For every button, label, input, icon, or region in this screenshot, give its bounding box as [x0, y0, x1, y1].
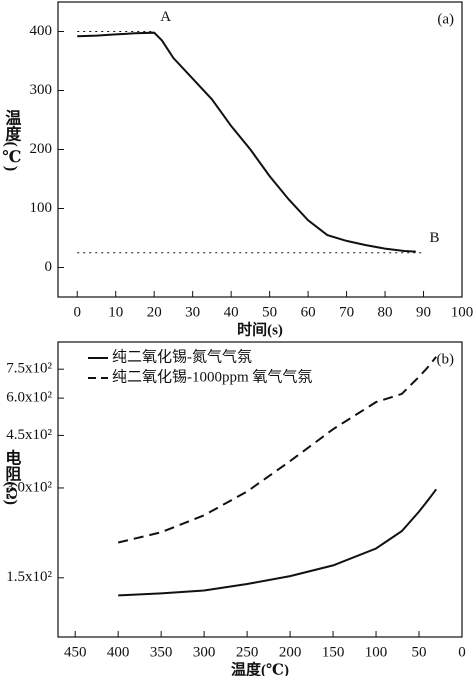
y-tick-label: 4.5x10²	[6, 427, 52, 443]
data-line	[117, 356, 437, 544]
x-tick-label: 40	[224, 304, 239, 320]
x-tick-label: 100	[451, 304, 474, 320]
y-tick-label: 6.0x10²	[6, 390, 52, 406]
x-tick-label: 10	[108, 304, 123, 320]
x-tick-label: 20	[147, 304, 162, 320]
x-tick-label: 30	[185, 304, 200, 320]
x-tick-label: 250	[236, 644, 259, 660]
y-tick-label: 300	[30, 82, 53, 98]
plot-frame	[57, 341, 463, 638]
x-tick-label: 450	[64, 644, 87, 660]
x-tick-label: 70	[339, 304, 354, 320]
x-tick-label: 0	[73, 304, 81, 320]
annotation: A	[160, 9, 171, 25]
y-tick-label: 0	[45, 259, 53, 275]
x-tick-label: 50	[412, 644, 427, 660]
x-tick-label: 150	[322, 644, 345, 660]
x-axis-label: 温度(℃)	[231, 660, 289, 676]
data-line	[118, 488, 437, 597]
x-tick-label: 90	[416, 304, 431, 320]
x-tick-label: 0	[458, 644, 466, 660]
x-tick-label: 100	[365, 644, 388, 660]
annotation: B	[430, 230, 440, 246]
y-tick-label: 200	[30, 141, 53, 157]
x-tick-label: 50	[262, 304, 277, 320]
x-axis-label: 时间(s)	[237, 320, 283, 338]
x-tick-label: 80	[378, 304, 393, 320]
panel-label: (a)	[437, 11, 454, 27]
x-tick-label: 350	[150, 644, 173, 660]
panel-label: (b)	[437, 351, 455, 367]
y-axis-label: 温度(℃)	[2, 110, 22, 172]
x-tick-label: 400	[107, 644, 130, 660]
x-tick-label: 300	[193, 644, 216, 660]
y-tick-label: 7.5x10²	[6, 361, 52, 377]
y-tick-label: 400	[30, 23, 53, 39]
y-tick-label: 1.5x10²	[6, 569, 52, 585]
data-line	[77, 31, 416, 253]
y-tick-label: 3.0x10²	[6, 479, 52, 495]
legend-label: 纯二氧化锡-氮气气氛	[112, 348, 252, 365]
y-tick-label: 100	[30, 200, 53, 216]
legend-label: 纯二氧化锡-1000ppm 氧气气氛	[112, 368, 312, 385]
y-axis-label: 电阻(Ω)	[2, 449, 20, 505]
x-tick-label: 200	[279, 644, 302, 660]
x-tick-label: 60	[301, 304, 316, 320]
